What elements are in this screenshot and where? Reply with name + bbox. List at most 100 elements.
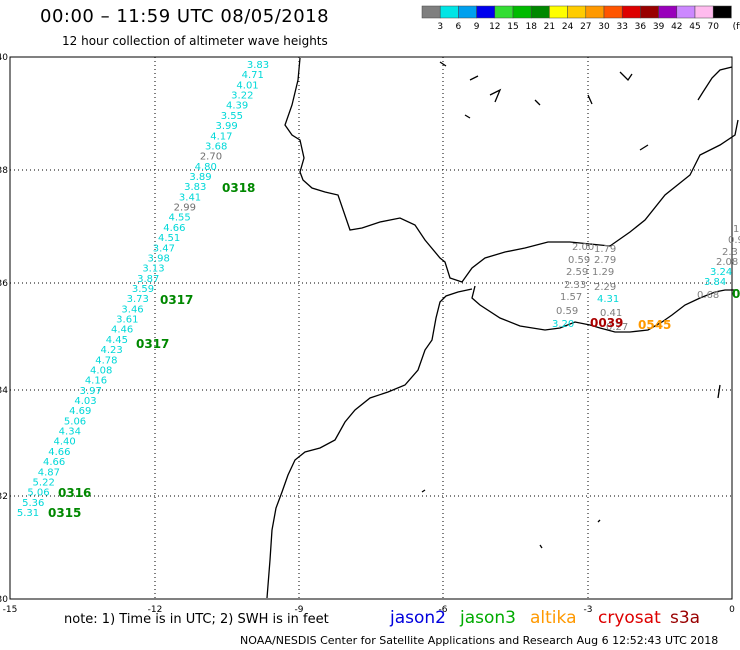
med-swh-label: 2.79 xyxy=(594,255,616,266)
med-swh-label: 2.59 xyxy=(566,267,588,278)
colorbar-label: 45 xyxy=(689,22,700,32)
map-subtitle: 12 hour collection of altimeter wave hei… xyxy=(62,34,328,48)
swh-value: 3.68 xyxy=(205,141,227,152)
colorbar-label: 30 xyxy=(598,22,610,32)
lon-tick-label: -15 xyxy=(3,605,18,615)
swh-value: 4.66 xyxy=(163,223,185,234)
swh-value: 2.70 xyxy=(200,152,222,163)
colorbar-swatch xyxy=(567,5,587,19)
colorbar-swatch xyxy=(494,5,514,19)
swh-value: 4.87 xyxy=(38,467,60,478)
swh-value: 4.17 xyxy=(210,131,232,142)
swh-value: 3.55 xyxy=(221,111,243,122)
med-swh-label: 3.20 xyxy=(552,319,574,330)
colorbar-swatch xyxy=(694,5,714,19)
colorbar-swatch xyxy=(476,5,496,19)
colorbar-swatch xyxy=(458,5,477,19)
med-swh-label: 2.33 xyxy=(564,280,586,291)
swh-value: 3.61 xyxy=(116,315,138,326)
swh-value: 4.66 xyxy=(48,447,70,458)
med-swh-label: 0.27 xyxy=(606,322,628,333)
coastline xyxy=(266,57,739,599)
swh-value: 2.99 xyxy=(174,203,196,214)
colorbar-swatch xyxy=(512,5,532,19)
swh-value: 5.06 xyxy=(27,488,49,499)
colorbar-swatch xyxy=(676,5,696,19)
med-swh-label: 1.79 xyxy=(594,244,616,255)
lat-tick-label: 30 xyxy=(0,595,8,605)
swh-value: 3.98 xyxy=(148,253,170,264)
satellite-legend-jason2: jason2 xyxy=(390,608,446,628)
pass-time-label: 0317 xyxy=(160,293,193,307)
swh-value: 4.08 xyxy=(90,365,112,376)
swh-value: 4.46 xyxy=(111,325,133,336)
med-swh-label: 0.68 xyxy=(697,290,719,301)
swh-value: 4.51 xyxy=(158,233,180,244)
swh-value: 4.39 xyxy=(226,101,248,112)
swh-value: 3.97 xyxy=(80,386,102,397)
colorbar-label: 39 xyxy=(653,22,665,32)
swh-value: 4.45 xyxy=(106,335,128,346)
colorbar-label: 27 xyxy=(580,22,591,32)
swh-value: 4.55 xyxy=(168,213,190,224)
pass-time-label: 0315 xyxy=(48,506,81,520)
colorbar-label: 36 xyxy=(635,22,647,32)
swh-value: 3.83 xyxy=(247,60,269,71)
colorbar-swatch xyxy=(640,5,659,19)
colorbar-unit: (ft) xyxy=(733,22,740,32)
lat-tick-label: 38 xyxy=(0,166,8,176)
colorbar-label: 70 xyxy=(707,22,719,32)
med-swh-label: 3.24 xyxy=(710,267,732,278)
lon-tick-label: -12 xyxy=(148,605,163,615)
med-swh-label: 0.9 xyxy=(728,235,740,246)
colorbar-label: 18 xyxy=(525,22,537,32)
satellite-legend-s3a: s3a xyxy=(670,608,701,628)
colorbar-swatch xyxy=(603,5,623,19)
satellite-legend-cryosat: cryosat xyxy=(598,608,661,628)
colorbar-label: 3 xyxy=(437,22,443,32)
swh-value: 3.13 xyxy=(142,264,164,275)
map-frame xyxy=(9,56,733,600)
colorbar-label: 9 xyxy=(474,22,480,32)
med-swh-label: 0.59 xyxy=(556,306,578,317)
colorbar-label: 12 xyxy=(489,22,500,32)
mediterranean-swh-labels: 2.00 1.79 0.59 2.79 2.59 1.29 2.33 2.29 1.57 4.31… xyxy=(552,224,740,333)
swh-track: 3.834.714.013.224.393.553.994.173.682.70… xyxy=(17,60,269,519)
colorbar-swatch xyxy=(658,5,678,19)
med-swh-label: 1.29 xyxy=(592,267,614,278)
map-title: 00:00 – 11:59 UTC 08/05/2018 xyxy=(40,6,330,27)
footer-note: note: 1) Time is in UTC; 2) SWH is in fe… xyxy=(64,612,329,627)
swh-value: 5.36 xyxy=(22,498,44,509)
lon-tick-label: -6 xyxy=(439,605,448,615)
med-swh-label: 1.57 xyxy=(560,292,582,303)
swh-value: 3.59 xyxy=(132,284,154,295)
swh-value: 4.66 xyxy=(43,457,65,468)
swh-value: 4.69 xyxy=(69,406,91,417)
med-swh-label: 2.29 xyxy=(594,282,616,293)
colorbar-swatch xyxy=(585,5,605,19)
lat-tick-label: 40 xyxy=(0,53,8,63)
satellite-legend-jason3: jason3 xyxy=(460,608,516,628)
swh-value: 4.23 xyxy=(101,345,123,356)
swh-value: 3.83 xyxy=(184,182,206,193)
med-swh-label: 2.08 xyxy=(716,257,738,268)
swh-value: 5.22 xyxy=(33,477,55,488)
med-swh-label: 0 xyxy=(732,287,740,301)
med-swh-label: 0545 xyxy=(638,318,671,332)
swh-value: 4.16 xyxy=(85,376,107,387)
colorbar-swatch xyxy=(621,5,641,19)
swh-value: 3.47 xyxy=(153,243,175,254)
colorbar-label: 21 xyxy=(544,22,555,32)
swh-value: 4.01 xyxy=(236,80,258,91)
colorbar-label: 42 xyxy=(671,22,682,32)
med-swh-label: 0039 xyxy=(590,316,623,330)
swh-value: 4.40 xyxy=(53,437,75,448)
med-swh-label: 4.31 xyxy=(597,294,619,305)
swh-value: 3.41 xyxy=(179,192,201,203)
colorbar-swatch xyxy=(712,5,732,19)
lon-tick-label: -3 xyxy=(584,605,593,615)
swh-value: 4.80 xyxy=(195,162,217,173)
